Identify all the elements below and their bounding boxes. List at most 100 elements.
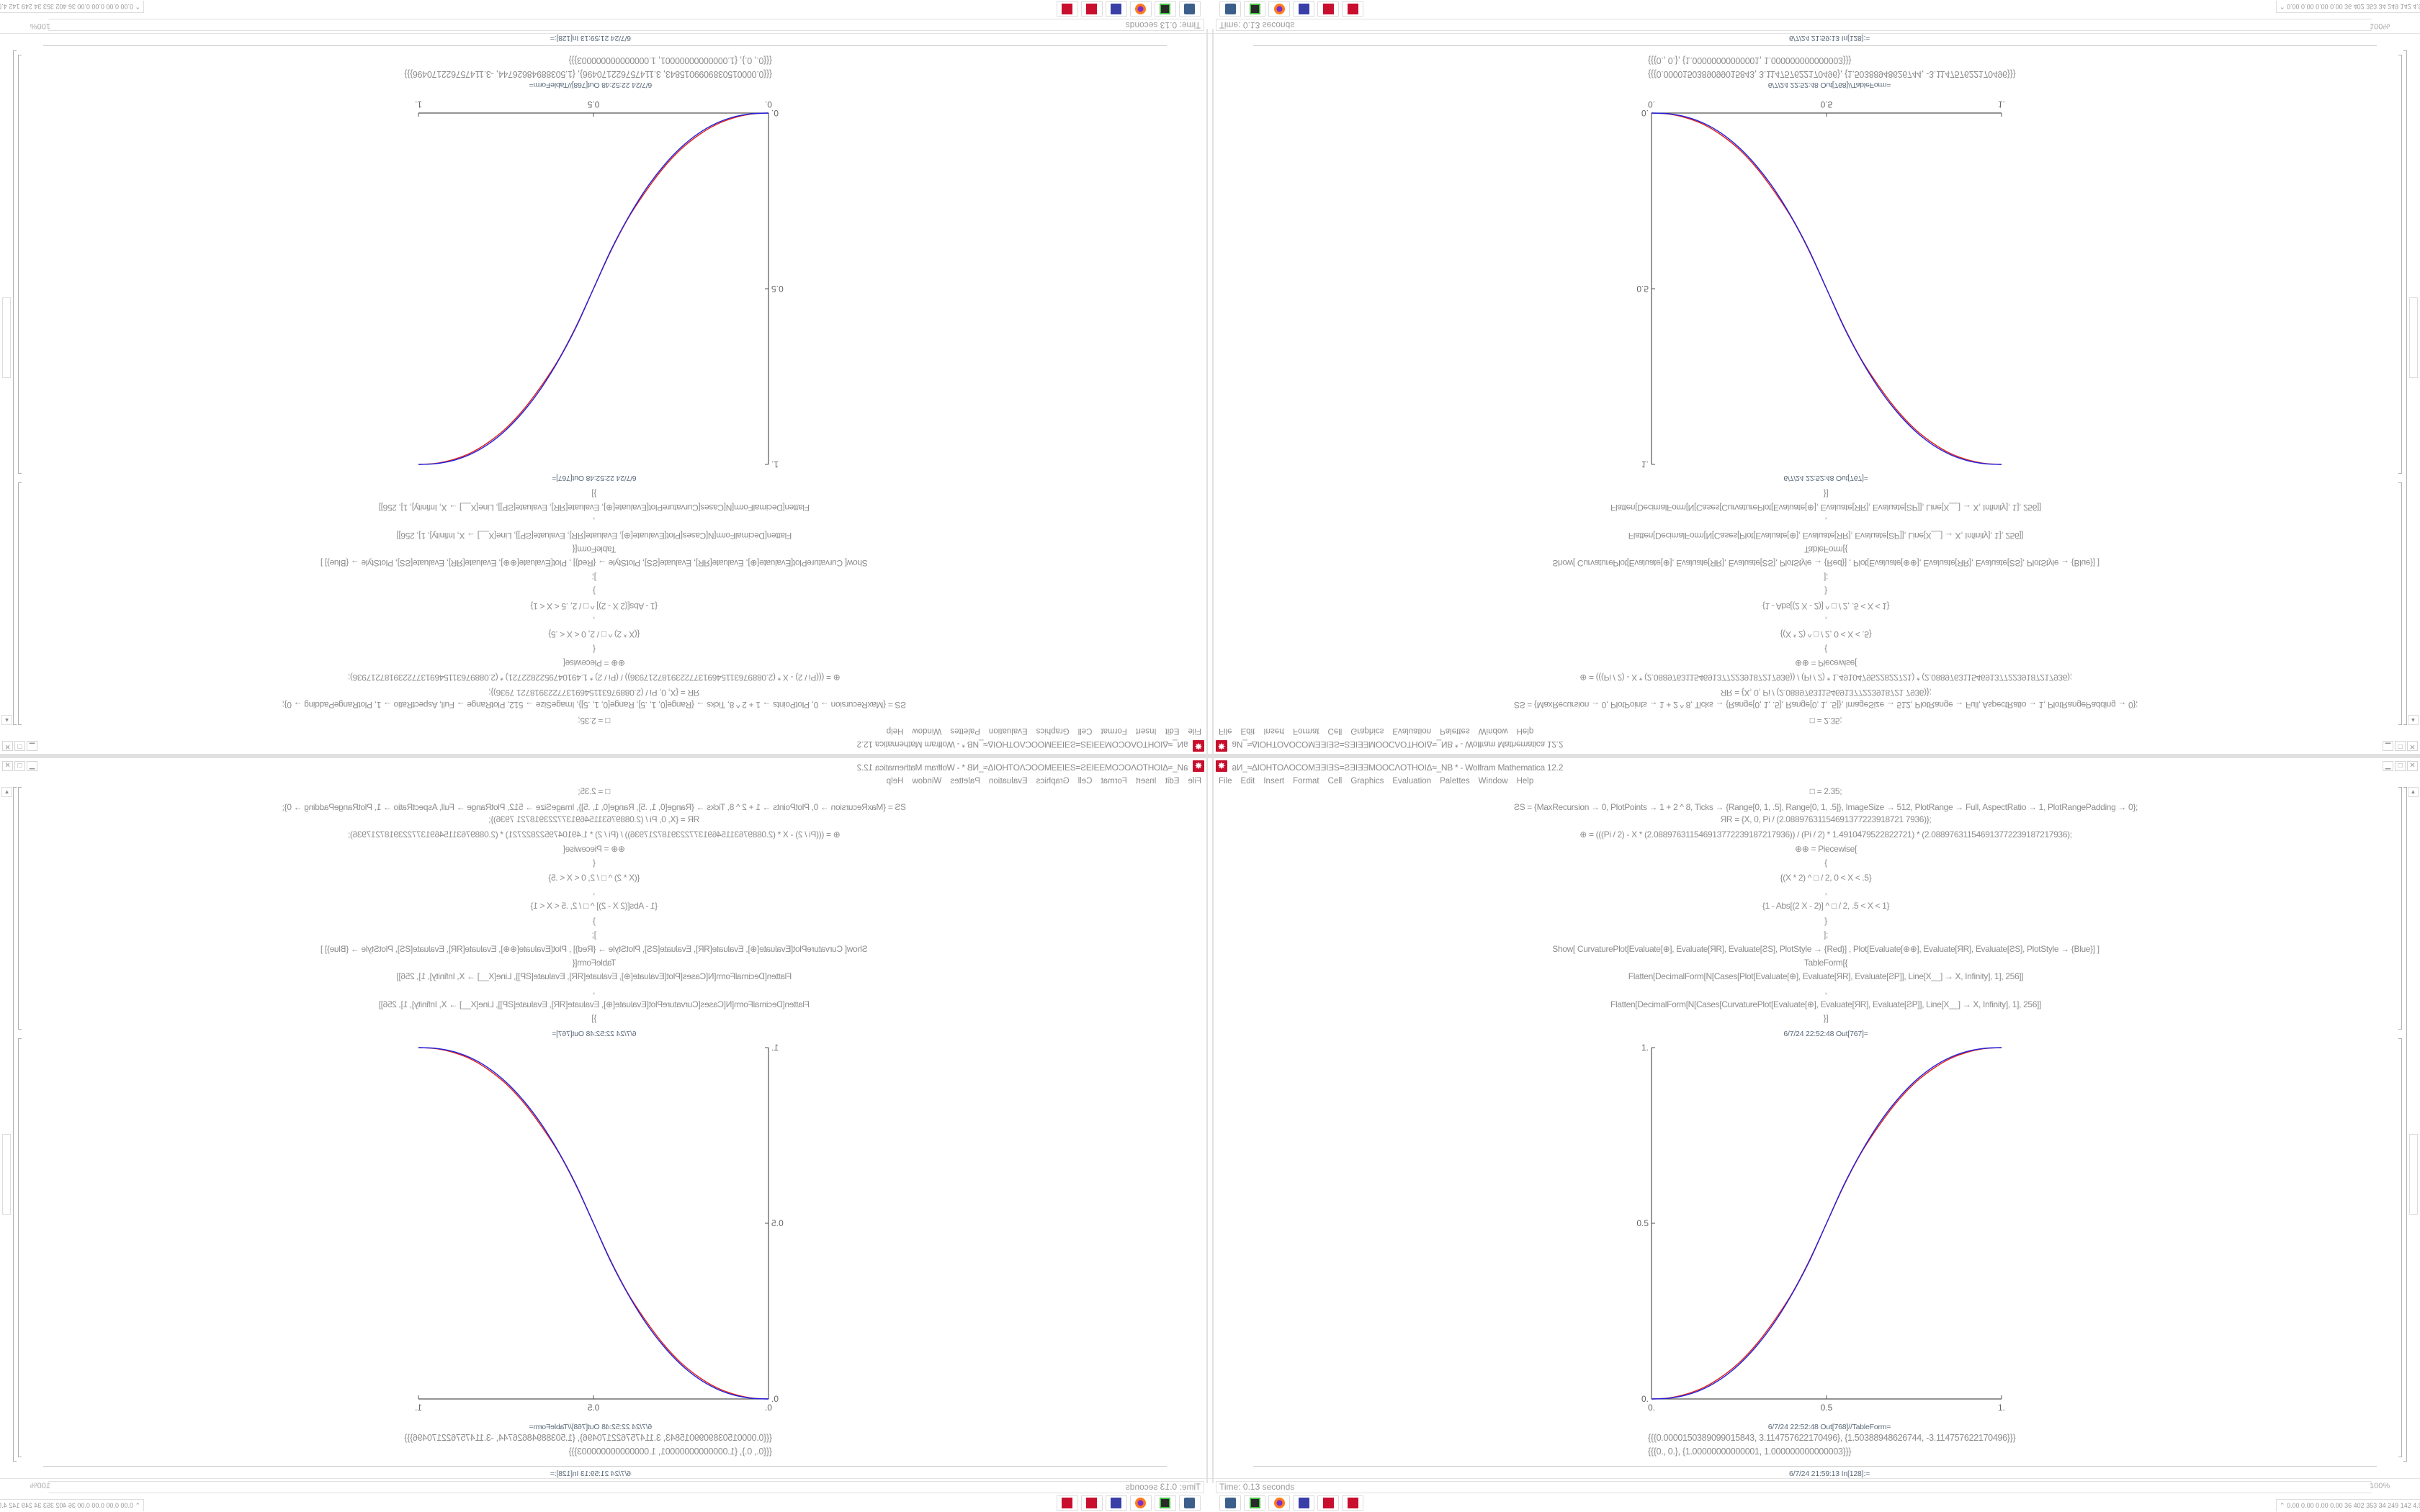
code-line[interactable]: Flatten[DecimalForm[N[Cases[Plot[Evaluat… — [1628, 971, 2024, 981]
taskbar-floppy-button[interactable] — [1293, 1495, 1314, 1511]
code-line[interactable]: ⊕ = (((Pi / 2) - X * (2.0889763115469137… — [1579, 672, 2072, 683]
output-cell-bracket[interactable] — [2398, 55, 2402, 474]
code-line[interactable]: {(X * 2) ^ □ / 2, 0 < X < .5} — [548, 873, 640, 883]
code-line[interactable]: Show[ CurvaturePlot[Evaluate[⊕], Evaluat… — [1552, 944, 2099, 954]
menu-window[interactable]: Window — [1478, 777, 1508, 786]
code-line[interactable]: }] — [591, 1013, 597, 1023]
scrollbar-thumb[interactable] — [2, 1134, 11, 1215]
taskbar-terminal-button[interactable] — [1244, 1, 1265, 17]
menu-help[interactable]: Help — [1516, 777, 1534, 786]
menu-file[interactable]: File — [1188, 726, 1201, 735]
code-line[interactable]: ⊕ = (((Pi / 2) - X * (2.0889763115469137… — [348, 672, 841, 683]
close-button[interactable]: ✕ — [2407, 761, 2418, 771]
menu-graphics[interactable]: Graphics — [1036, 777, 1070, 786]
code-line[interactable]: {1 - Abs[(2 X - 2)] ^ □ / 2, .5 < X < 1} — [1762, 901, 1890, 911]
menu-cell[interactable]: Cell — [1327, 777, 1343, 786]
zoom-level[interactable]: 100% — [2370, 22, 2390, 30]
scrollbar-thumb[interactable] — [2409, 1134, 2418, 1215]
taskbar-mathematica-button[interactable] — [1081, 1495, 1103, 1511]
taskbar-floppy-button[interactable] — [1106, 1495, 1127, 1511]
code-line[interactable]: ]; — [1824, 572, 1828, 582]
code-line[interactable]: , — [593, 516, 596, 526]
menu-format[interactable]: Format — [1101, 726, 1127, 735]
code-line[interactable]: ⊕ = (((Pi / 2) - X * (2.0889763115469137… — [1579, 829, 2072, 840]
zoom-level[interactable]: 100% — [2370, 1482, 2390, 1490]
code-line[interactable]: □ = 2.35; — [1809, 716, 1842, 726]
menu-graphics[interactable]: Graphics — [1350, 726, 1384, 735]
menu-format[interactable]: Format — [1293, 726, 1319, 735]
menu-file[interactable]: File — [1219, 726, 1232, 735]
code-line[interactable]: } — [1824, 916, 1827, 926]
menu-window[interactable]: Window — [912, 726, 942, 735]
scroll-up-button[interactable]: ▲ — [1, 787, 12, 797]
minimize-button[interactable]: ▁ — [2383, 741, 2393, 751]
menu-format[interactable]: Format — [1101, 777, 1127, 786]
code-line[interactable]: TableForm[{ — [1803, 958, 1848, 968]
code-line[interactable]: } — [1824, 586, 1827, 596]
code-line[interactable]: ƧS = {MaxRecursion → 0, PlotPoints → 1 +… — [282, 700, 907, 710]
scroll-up-button[interactable]: ▲ — [2408, 715, 2419, 725]
taskbar-terminal-button[interactable] — [1155, 1, 1176, 17]
taskbar-mathematica-button[interactable] — [1317, 1, 1339, 17]
code-line[interactable]: { — [593, 858, 596, 868]
code-line[interactable]: {(X * 2) ^ □ / 2, 0 < X < .5} — [1780, 873, 1872, 883]
menu-edit[interactable]: Edit — [1240, 726, 1255, 735]
taskbar-monitor-button[interactable] — [1179, 1, 1201, 17]
zoom-level[interactable]: 100% — [30, 1482, 50, 1490]
code-line[interactable]: {1 - Abs[(2 X - 2)] ^ □ / 2, .5 < X < 1} — [1762, 601, 1890, 611]
maximize-button[interactable]: □ — [14, 741, 25, 751]
taskbar-mathematica-button[interactable] — [1342, 1495, 1363, 1511]
menu-graphics[interactable]: Graphics — [1350, 777, 1384, 786]
code-line[interactable]: ⊕⊕ = Piecewise[ — [563, 658, 625, 668]
menu-palettes[interactable]: Palettes — [950, 777, 980, 786]
maximize-button[interactable]: □ — [2395, 741, 2406, 751]
menu-edit[interactable]: Edit — [1165, 777, 1180, 786]
code-line[interactable]: } — [593, 916, 596, 926]
menu-insert[interactable]: Insert — [1135, 726, 1157, 735]
cell-insertion-line[interactable] — [1253, 45, 2377, 46]
code-line[interactable]: ЯR = {X, 0, Pi / (2.08897631154691377223… — [1720, 688, 1932, 698]
menu-cell[interactable]: Cell — [1077, 777, 1093, 786]
code-line[interactable]: ƧS = {MaxRecursion → 0, PlotPoints → 1 +… — [282, 802, 907, 812]
taskbar-firefox-button[interactable] — [1130, 1, 1152, 17]
taskbar-monitor-button[interactable] — [1179, 1495, 1201, 1511]
code-line[interactable]: { — [1824, 858, 1827, 868]
close-button[interactable]: ✕ — [2, 741, 13, 751]
code-line[interactable]: TableForm[{ — [572, 544, 617, 554]
menu-graphics[interactable]: Graphics — [1036, 726, 1070, 735]
taskbar-mathematica-button[interactable] — [1057, 1, 1078, 17]
scroll-up-button[interactable]: ▲ — [2408, 787, 2419, 797]
menu-evaluation[interactable]: Evaluation — [1392, 726, 1432, 735]
group-cell-bracket[interactable] — [2403, 787, 2407, 1462]
code-line[interactable]: Show[ CurvaturePlot[Evaluate[⊕], Evaluat… — [321, 558, 868, 568]
menu-evaluation[interactable]: Evaluation — [1392, 777, 1432, 786]
taskbar-floppy-button[interactable] — [1106, 1, 1127, 17]
minimize-button[interactable]: ▁ — [27, 741, 37, 751]
code-line[interactable]: Flatten[DecimalForm[N[Cases[Plot[Evaluat… — [396, 971, 792, 981]
close-button[interactable]: ✕ — [2, 761, 13, 771]
code-line[interactable]: Flatten[DecimalForm[N[Cases[Plot[Evaluat… — [396, 531, 792, 541]
code-line[interactable]: ⊕⊕ = Piecewise[ — [1795, 844, 1857, 854]
taskbar-floppy-button[interactable] — [1293, 1, 1314, 17]
code-line[interactable]: TableForm[{ — [1803, 544, 1848, 554]
code-line[interactable]: ƧS = {MaxRecursion → 0, PlotPoints → 1 +… — [1513, 802, 2138, 812]
menu-file[interactable]: File — [1188, 777, 1201, 786]
group-cell-bracket[interactable] — [13, 50, 17, 725]
menu-insert[interactable]: Insert — [1263, 777, 1285, 786]
code-line[interactable]: □ = 2.35; — [578, 786, 611, 796]
code-line[interactable]: ЯR = {X, 0, Pi / (2.08897631154691377223… — [1720, 814, 1932, 824]
code-line[interactable]: □ = 2.35; — [578, 716, 611, 726]
menu-window[interactable]: Window — [912, 777, 942, 786]
menu-palettes[interactable]: Palettes — [950, 726, 980, 735]
code-line[interactable]: Show[ CurvaturePlot[Evaluate[⊕], Evaluat… — [1552, 558, 2099, 568]
minimize-button[interactable]: ▁ — [2383, 761, 2393, 771]
cell-insertion-line[interactable] — [43, 45, 1167, 46]
menu-help[interactable]: Help — [886, 726, 904, 735]
output-cell-bracket[interactable] — [18, 1038, 22, 1457]
cell-insertion-line[interactable] — [43, 1466, 1167, 1467]
cell-insertion-line[interactable] — [1253, 1466, 2377, 1467]
menu-window[interactable]: Window — [1478, 726, 1508, 735]
taskbar-mathematica-button[interactable] — [1081, 1, 1103, 17]
taskbar-terminal-button[interactable] — [1155, 1495, 1176, 1511]
close-button[interactable]: ✕ — [2407, 741, 2418, 751]
